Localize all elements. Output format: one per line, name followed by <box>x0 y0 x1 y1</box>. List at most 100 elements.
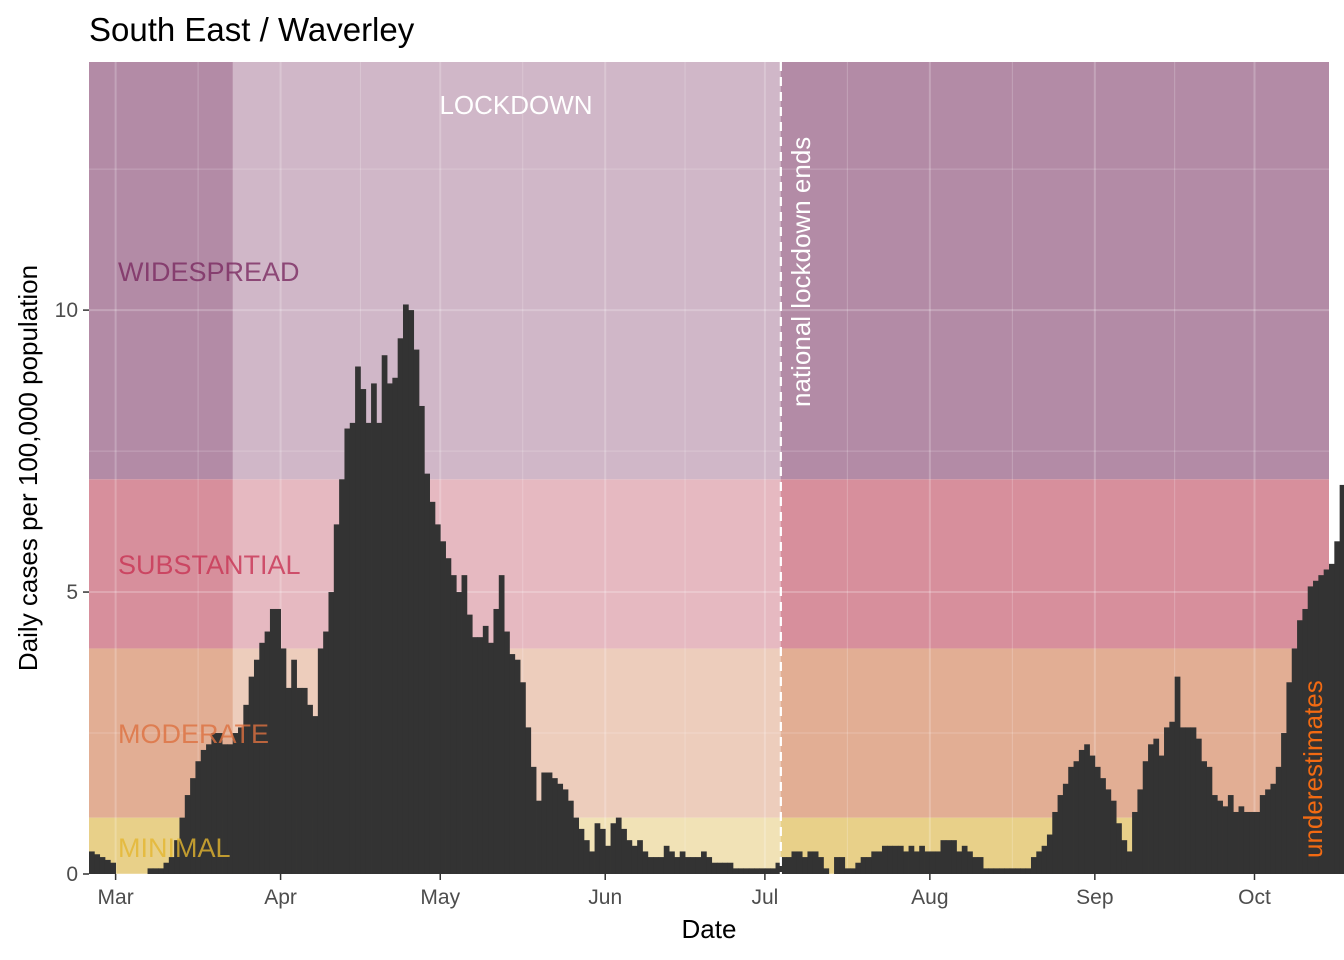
bar <box>626 840 633 874</box>
bar <box>573 817 580 874</box>
bar <box>1329 563 1335 874</box>
bar <box>110 862 117 874</box>
bar <box>216 733 223 874</box>
bar <box>1243 811 1250 874</box>
bar <box>163 862 170 874</box>
bar <box>456 592 462 874</box>
bar <box>514 659 521 874</box>
bar <box>323 631 329 874</box>
bar <box>344 428 351 874</box>
bar <box>892 845 899 874</box>
x-tick-label: Mar <box>98 886 134 909</box>
bar <box>222 744 228 874</box>
bar <box>99 857 106 874</box>
lockdown-label: LOCKDOWN <box>439 90 592 120</box>
bar <box>839 857 846 874</box>
bar <box>1132 811 1138 874</box>
bar <box>589 851 595 874</box>
bar <box>530 766 537 874</box>
bar <box>663 845 670 874</box>
bar <box>583 840 590 874</box>
bar <box>945 840 952 874</box>
bar <box>743 868 750 874</box>
bar <box>1164 727 1170 874</box>
bar <box>557 783 564 874</box>
bar <box>674 857 681 874</box>
bar <box>259 642 266 874</box>
bar <box>711 862 718 874</box>
bar <box>238 727 244 874</box>
x-axis: Mar Apr May Jun Jul Aug Sep Oct <box>98 874 1271 909</box>
bar <box>147 868 154 874</box>
bar <box>791 851 798 874</box>
x-tick-label: Sep <box>1076 886 1113 909</box>
bar <box>956 851 963 874</box>
bar <box>818 857 824 874</box>
bar <box>775 862 782 874</box>
bar <box>929 851 936 874</box>
bar <box>834 857 840 874</box>
bar <box>972 857 979 874</box>
bar <box>1222 806 1229 874</box>
bar <box>477 637 484 874</box>
bar <box>993 868 1000 874</box>
bar <box>1030 857 1037 874</box>
bar <box>365 422 372 874</box>
bar <box>269 608 276 874</box>
bar <box>445 558 452 874</box>
bar <box>376 422 383 874</box>
bar <box>498 575 505 874</box>
bar <box>1068 766 1074 874</box>
bar <box>796 851 803 874</box>
underestimates-label: underestimates <box>1298 680 1328 858</box>
bar <box>770 868 776 874</box>
bar <box>1084 744 1090 874</box>
bar <box>924 851 931 874</box>
band-label-minimal: MINIMAL <box>118 833 231 863</box>
bar <box>1116 823 1122 874</box>
bar <box>578 828 585 874</box>
bar <box>552 778 558 874</box>
bar <box>940 840 947 874</box>
bar <box>1265 789 1271 874</box>
band-labels: MINIMAL MODERATE SUBSTANTIAL WIDESPREAD <box>118 257 301 863</box>
bar <box>685 857 691 874</box>
bar <box>280 648 287 874</box>
bar <box>333 524 340 874</box>
bar <box>844 868 851 874</box>
bar <box>1201 761 1207 874</box>
lockdown-end-label: national lockdown ends <box>786 137 816 407</box>
bar <box>1281 733 1287 874</box>
bar <box>1052 811 1058 874</box>
bar <box>897 845 904 874</box>
bar <box>1238 806 1245 874</box>
bar <box>1254 811 1261 874</box>
bar <box>1307 586 1314 874</box>
bar <box>1174 676 1181 874</box>
bar <box>1142 761 1149 874</box>
bar <box>615 817 622 874</box>
bar <box>977 857 984 874</box>
band-widespread <box>89 62 1329 480</box>
bar <box>104 859 111 874</box>
bar <box>748 868 755 874</box>
bar <box>429 501 436 874</box>
bar <box>658 857 665 874</box>
bar <box>642 851 649 874</box>
bar <box>158 868 164 874</box>
bar <box>605 845 611 874</box>
bar <box>679 851 686 874</box>
bar <box>610 823 617 874</box>
bar <box>653 857 659 874</box>
bar <box>466 614 473 874</box>
bar <box>865 857 872 874</box>
band-substantial <box>89 479 1329 649</box>
bar <box>1094 766 1101 874</box>
bar <box>450 575 457 874</box>
bar <box>887 845 894 874</box>
bar <box>1105 789 1112 874</box>
bar <box>1041 845 1048 874</box>
bar <box>690 857 697 874</box>
bar <box>243 704 250 874</box>
bar <box>786 857 792 874</box>
